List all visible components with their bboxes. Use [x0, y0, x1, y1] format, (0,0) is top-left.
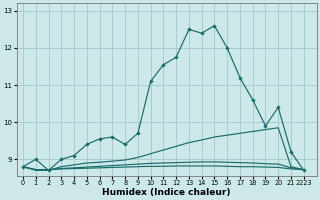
X-axis label: Humidex (Indice chaleur): Humidex (Indice chaleur) — [102, 188, 231, 197]
